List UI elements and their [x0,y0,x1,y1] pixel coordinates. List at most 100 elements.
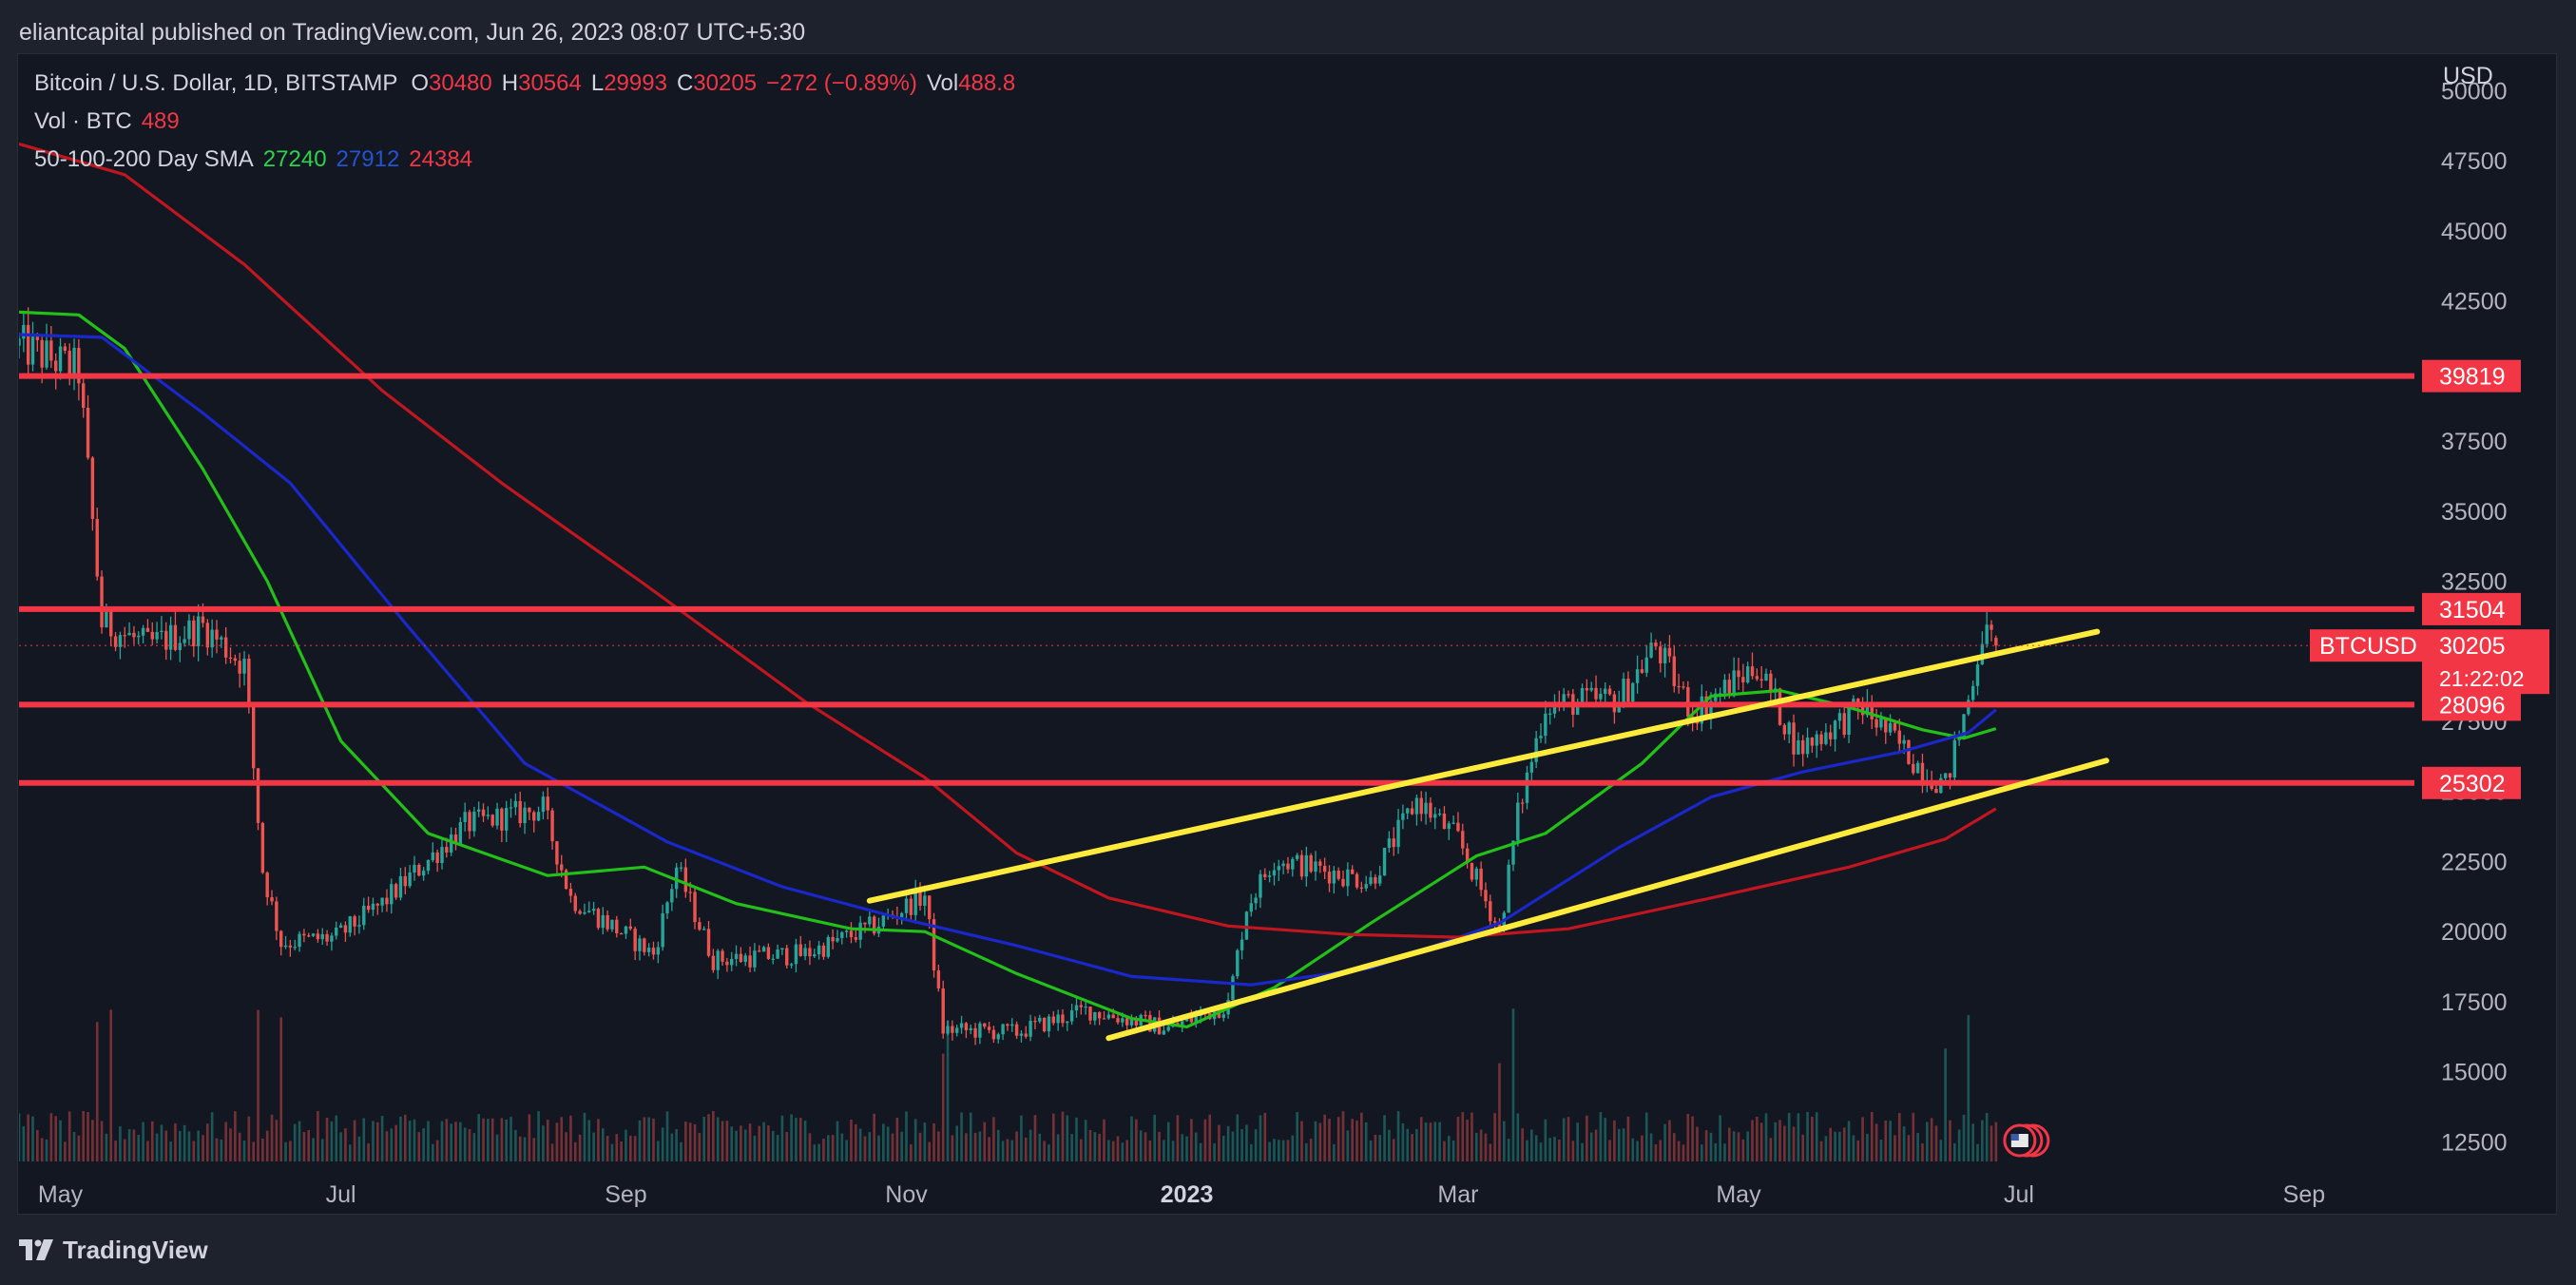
volume-bar [1166,1122,1170,1161]
candle-body [150,631,154,640]
candle-body [1221,1014,1225,1018]
volume-bar [1939,1140,1943,1161]
low-label: L [590,70,605,96]
volume-bar [463,1127,467,1161]
vol-btc-label[interactable]: Vol · BTC [34,108,132,134]
candle-body [624,926,628,934]
sma-label[interactable]: 50-100-200 Day SMA [34,146,254,172]
volume-bar [826,1135,830,1161]
volume-bar [432,1143,434,1161]
volume-bar [790,1114,793,1161]
volume-bar [1852,1135,1855,1161]
open-value: 30480 [429,70,492,96]
volume-bar [1558,1139,1561,1161]
volume-bar [1218,1124,1221,1161]
volume-bar [472,1133,476,1161]
sma50-line [19,310,1997,1028]
candle-body [863,922,867,925]
candle-body [408,873,412,887]
chart-panel[interactable] [17,53,2557,1215]
candle-body [1842,713,1846,736]
candle-body [1934,788,1938,794]
candle-body [1659,646,1663,663]
candle-body [113,636,118,647]
volume-bar [1921,1143,1924,1161]
volume-bar [1148,1140,1152,1161]
candle-body [725,961,729,966]
candle-body [481,809,486,816]
candle-body [95,518,99,577]
candle-body [509,807,513,809]
candle-body [683,867,688,892]
volume-bar [1048,1144,1050,1161]
candle-body [1884,718,1888,733]
volume-bar [1451,1140,1455,1161]
candle-body [137,635,141,638]
volume-bar [1819,1141,1823,1161]
volume-bar [1925,1122,1929,1161]
volume-bar [868,1132,872,1161]
volume-bar [1709,1132,1713,1161]
volume-bar [1249,1143,1253,1161]
candle-body [1672,656,1676,686]
candle-body [196,616,201,646]
candle-body [1433,814,1437,818]
volume-bar [275,1120,279,1161]
candle-body [758,950,761,952]
candle-body [1943,773,1948,778]
candle-body [1635,669,1640,683]
candle-body [302,933,306,936]
candle-body [500,808,504,831]
candle-body [1567,694,1570,696]
volume-bar [215,1138,219,1161]
candle-body [1166,1026,1170,1031]
volume-bar [1392,1139,1395,1161]
volume-bar [652,1118,655,1161]
candle-body [1263,873,1267,877]
candle-body [1006,1024,1009,1026]
volume-bar [620,1141,623,1161]
candle-body [1079,1005,1084,1007]
volume-bar [202,1135,204,1161]
volume-bar [440,1121,444,1161]
volume-bar [325,1117,329,1161]
price-tick-label: 17500 [2441,989,2508,1016]
volume-bar [210,1112,214,1161]
volume-bar [1355,1120,1358,1161]
candle-body [826,936,830,957]
volume-bar [1801,1134,1804,1161]
candle-body [1102,1018,1106,1020]
volume-bar [813,1144,817,1161]
volume-bar [1953,1142,1956,1161]
volume-bar [1811,1116,1814,1161]
brand-name: TradingView [63,1235,208,1264]
volume-bar [1530,1129,1533,1161]
candle-body [357,925,361,927]
volume-bar [1732,1131,1736,1161]
candle-body [1520,802,1525,804]
candle-body [1915,762,1920,774]
volume-bar [657,1141,660,1161]
level-price-tag [2422,592,2521,625]
candle-body [1833,720,1837,739]
symbol-title[interactable]: Bitcoin / U.S. Dollar, 1D, BITSTAMP [34,70,398,96]
price-axis: 1250015000175002000022500250002750030000… [2310,63,2549,1156]
earnings-flag-icon [2003,1123,2050,1158]
volume-bar [82,1111,86,1161]
candle-body [343,925,348,933]
volume-bar [1309,1139,1313,1161]
candle-body [899,912,904,918]
volume-bar [546,1119,549,1161]
candle-body [1484,890,1488,902]
volume-bar [257,1009,260,1161]
time-tick-label: Sep [605,1181,646,1208]
candle-body [808,948,812,957]
candle-body [1800,739,1805,755]
tradingview-footer[interactable]: TradingView [19,1226,208,1274]
candle-body [1622,679,1625,703]
volume-bar [882,1123,885,1161]
candle-body [183,639,186,643]
candle-body [1327,872,1332,884]
volume-bar [357,1136,361,1161]
